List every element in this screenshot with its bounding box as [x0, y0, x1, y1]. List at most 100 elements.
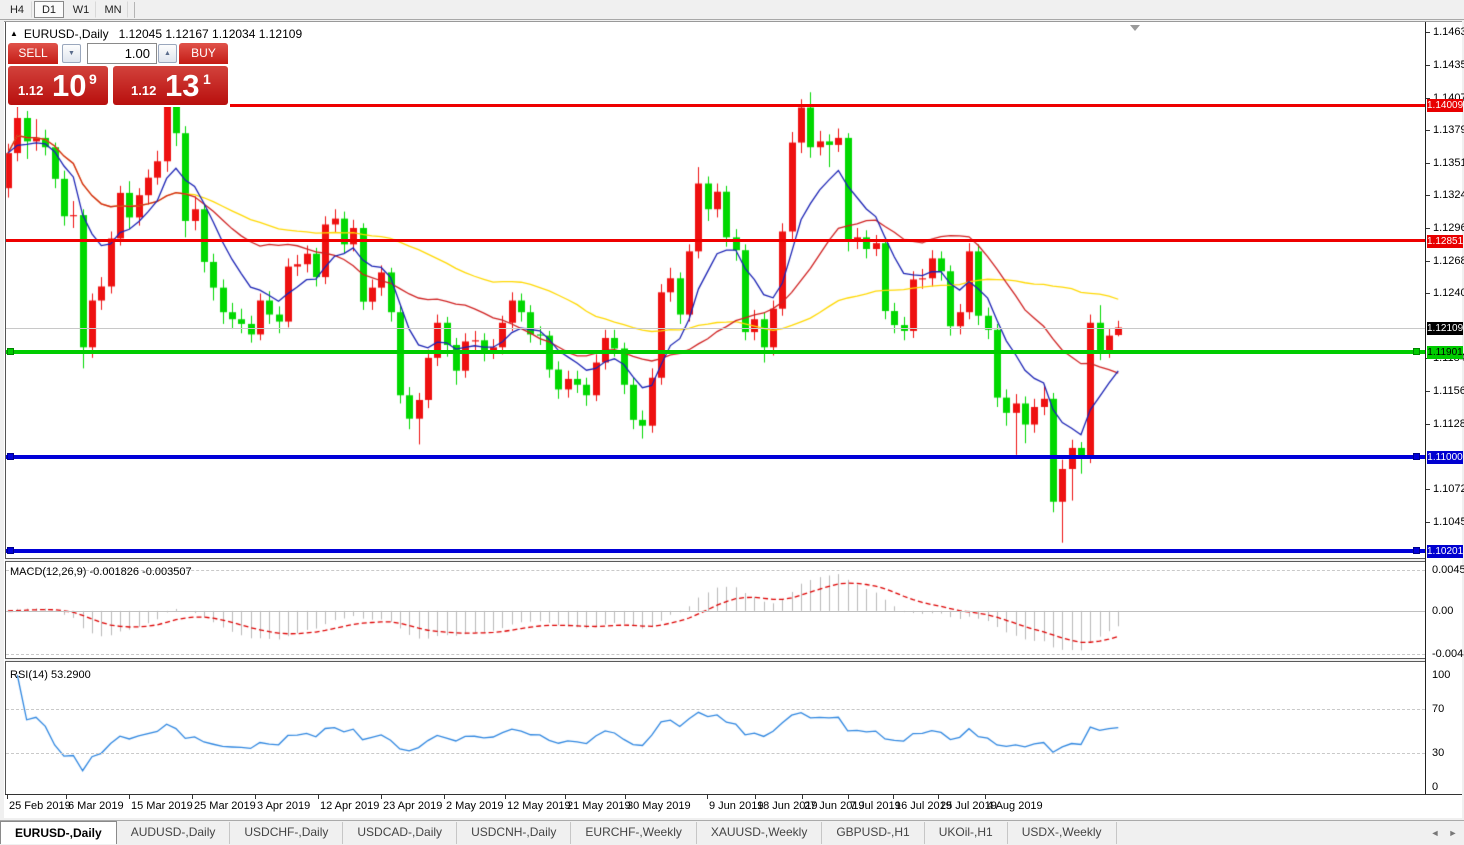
price-tick-label: 1.13515	[1433, 157, 1464, 169]
chart-tab-usdcnh-daily[interactable]: USDCNH-,Daily	[457, 822, 572, 844]
horizontal-line-1.11901[interactable]	[6, 350, 1425, 354]
chart-tab-bar: ◄ ► EURUSD-,Daily AUDUSD-,Daily USDCHF-,Da…	[0, 820, 1464, 844]
volume-decrease-button[interactable]: ▼	[62, 44, 81, 63]
chart-tab-ukoil-h1[interactable]: UKOil-,H1	[925, 822, 1008, 844]
rsi-value: 53.2900	[50, 669, 91, 681]
price-badge-1.12109: 1.12109	[1427, 322, 1464, 335]
sell-button[interactable]: SELL	[8, 43, 58, 64]
price-tick-label: 1.13240	[1433, 189, 1464, 201]
date-tick	[802, 795, 803, 799]
horizontal-line-1.10201[interactable]	[6, 549, 1425, 553]
price-tick	[1426, 130, 1430, 131]
rsi-scale-label: 100	[1432, 669, 1451, 681]
buy-button[interactable]: BUY	[179, 43, 228, 64]
rsi-scale-label: 0	[1432, 781, 1439, 793]
date-tick	[381, 795, 382, 799]
price-scale-axis[interactable]: 1.146351.143551.140751.137951.135151.132…	[1425, 22, 1464, 794]
price-badge-1.11901: 1.11901	[1427, 346, 1463, 359]
chart-tab-xauusd-weekly[interactable]: XAUUSD-,Weekly	[697, 822, 823, 844]
volume-input[interactable]	[87, 43, 157, 64]
date-tick	[707, 795, 708, 799]
macd-zero-line	[6, 611, 1425, 612]
chart-shift-marker-icon[interactable]	[1130, 25, 1140, 31]
sell-price-prefix: 1.12	[18, 83, 44, 98]
buy-price-main: 13	[165, 68, 200, 103]
horizontal-line-1.12851[interactable]	[6, 239, 1425, 242]
tab-scroll-right-icon[interactable]: ►	[1448, 828, 1458, 838]
date-axis[interactable]: 25 Feb 2019 6 Mar 2019 15 Mar 2019 25 Mar 2…	[5, 794, 1462, 816]
price-tick	[1426, 293, 1430, 294]
buy-price-prefix: 1.12	[131, 83, 157, 98]
date-label: 23 Apr 2019	[383, 800, 443, 812]
macd-scale-label: 0.00	[1432, 605, 1454, 617]
date-tick	[938, 795, 939, 799]
line-handle-right-4[interactable]	[1413, 547, 1420, 554]
price-badge-1.11000: 1.11000	[1427, 451, 1463, 464]
one-click-trade-panel: SELL ▼ ▲ BUY 1.12 10 9 1.12 13 1	[6, 41, 230, 107]
sell-price-main: 10	[52, 68, 87, 103]
price-tick	[1426, 98, 1430, 99]
line-handle-left-3[interactable]	[7, 453, 14, 460]
chart-tab-usdcad-daily[interactable]: USDCAD-,Daily	[343, 822, 458, 844]
price-tick	[1426, 32, 1430, 33]
rsi-scale-label: 70	[1432, 703, 1445, 715]
price-tick-label: 1.14635	[1433, 26, 1464, 38]
price-tick-label: 1.10450	[1433, 516, 1464, 528]
symbol-name: EURUSD-,Daily	[23, 27, 109, 41]
date-label: 12 May 2019	[507, 800, 571, 812]
date-label: 27 Jun 2019	[804, 800, 865, 812]
price-badge-1.10201: 1.10201	[1427, 545, 1464, 558]
date-tick	[129, 795, 130, 799]
price-tick	[1426, 163, 1430, 164]
ohlc-readout: 1.12045 1.12167 1.12034 1.12109	[118, 27, 303, 41]
pane-separator-macd[interactable]	[5, 558, 1462, 562]
horizontal-line-1.14009[interactable]	[6, 104, 1425, 107]
price-tick	[1426, 391, 1430, 392]
date-label: 3 Apr 2019	[257, 800, 311, 812]
date-tick	[505, 795, 506, 799]
chart-tab-usdchf-daily[interactable]: USDCHF-,Daily	[230, 822, 344, 844]
chart-tab-eurusd-daily[interactable]: EURUSD-,Daily	[0, 821, 117, 844]
volume-increase-button[interactable]: ▲	[158, 44, 177, 63]
price-tick-label: 1.13795	[1433, 124, 1464, 136]
date-label: 7 Jul 2019	[850, 800, 901, 812]
chart-tab-gbpusd-h1[interactable]: GBPUSD-,H1	[822, 822, 925, 844]
line-handle-left-4[interactable]	[7, 547, 14, 554]
tab-scroll-left-icon[interactable]: ◄	[1430, 828, 1440, 838]
date-label: 15 Mar 2019	[131, 800, 193, 812]
title-marker-icon: ▲	[10, 29, 18, 38]
line-handle-right-3[interactable]	[1413, 453, 1420, 460]
line-handle-right-2[interactable]	[1413, 348, 1420, 355]
price-tick	[1426, 195, 1430, 196]
macd-level-line	[6, 570, 1425, 571]
date-label: 16 Jul 2019	[895, 800, 952, 812]
chart-tab-usdx-weekly[interactable]: USDX-,Weekly	[1008, 822, 1117, 844]
buy-price-quote[interactable]: 1.12 13 1	[113, 66, 228, 105]
macd-signal-value: -0.003507	[142, 566, 192, 578]
horizontal-line-1.11[interactable]	[6, 455, 1425, 459]
macd-scale-label: -0.004806	[1432, 648, 1464, 660]
date-tick	[755, 795, 756, 799]
rsi-level-line-70	[6, 709, 1425, 710]
date-tick	[565, 795, 566, 799]
rsi-level-line-30	[6, 753, 1425, 754]
date-tick	[625, 795, 626, 799]
price-badge-1.12851: 1.12851	[1427, 235, 1464, 248]
macd-scale-label: 0.004517	[1432, 564, 1464, 576]
pane-separator-rsi[interactable]	[5, 658, 1462, 662]
price-tick-label: 1.11565	[1433, 385, 1464, 397]
date-label: 6 Mar 2019	[68, 800, 124, 812]
macd-level-line	[6, 654, 1425, 655]
price-tick-label: 1.11285	[1433, 418, 1464, 430]
sell-price-quote[interactable]: 1.12 10 9	[8, 66, 108, 105]
chart-tab-audusd-daily[interactable]: AUDUSD-,Daily	[117, 822, 231, 844]
macd-indicator-label: MACD(12,26,9) -0.001826 -0.003507	[10, 566, 192, 578]
date-label: 9 Jun 2019	[709, 800, 764, 812]
date-tick	[66, 795, 67, 799]
line-handle-left-2[interactable]	[7, 348, 14, 355]
date-label: 25 Jul 2019	[940, 800, 997, 812]
price-tick	[1426, 65, 1430, 66]
chart-tab-eurchf-weekly[interactable]: EURCHF-,Weekly	[571, 822, 697, 844]
rsi-scale-label: 30	[1432, 747, 1445, 759]
